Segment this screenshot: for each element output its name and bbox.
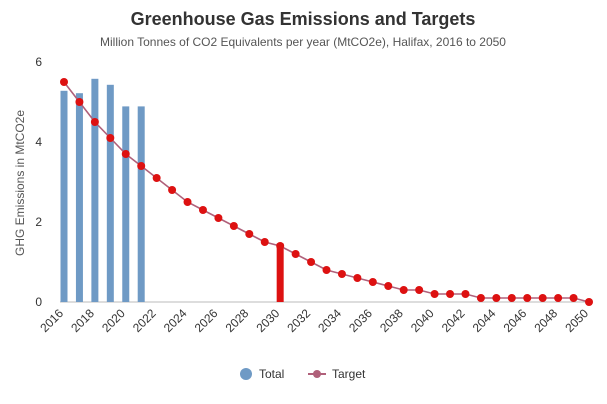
y-tick-label: 4 <box>35 135 42 149</box>
legend-target-label: Target <box>332 367 366 381</box>
target-point <box>121 150 130 158</box>
y-tick-label: 2 <box>35 215 42 229</box>
target-point <box>523 294 532 302</box>
target-point <box>353 274 362 282</box>
target-point <box>461 290 470 298</box>
target-point <box>554 294 563 302</box>
target-point <box>399 286 408 294</box>
x-tick-label: 2038 <box>377 306 406 335</box>
target-point <box>585 298 593 306</box>
x-tick-label: 2030 <box>254 306 283 335</box>
bar-total <box>106 84 114 302</box>
target-point <box>183 198 192 206</box>
bar-target-2030 <box>276 243 284 302</box>
target-point <box>60 78 68 86</box>
target-point <box>446 290 455 298</box>
target-point <box>276 242 285 250</box>
target-point <box>430 290 439 298</box>
chart-title: Greenhouse Gas Emissions and Targets <box>131 9 476 29</box>
target-point <box>152 174 161 182</box>
bar-total <box>60 90 68 302</box>
y-axis-label: GHG Emissions in MtCO2e <box>13 110 27 256</box>
legend-total-marker <box>240 368 252 380</box>
legend-target-marker <box>313 370 321 378</box>
target-point <box>90 118 99 126</box>
x-tick-label: 2036 <box>346 306 375 335</box>
target-point <box>106 134 115 142</box>
target-point <box>168 186 177 194</box>
plot-area: 0 2 4 6 2016 2018 2020 2022 2024 2026 2028 2030 2032… <box>35 55 593 335</box>
target-point <box>245 230 254 238</box>
x-tick-label: 2040 <box>408 306 437 335</box>
target-point <box>415 286 424 294</box>
x-tick-label: 2026 <box>192 306 221 335</box>
x-tick-label: 2020 <box>99 306 128 335</box>
x-tick-label: 2022 <box>130 306 159 335</box>
x-tick-label: 2050 <box>562 306 591 335</box>
target-point <box>137 162 146 170</box>
target-point <box>507 294 516 302</box>
target-point <box>260 238 269 246</box>
y-tick-label: 6 <box>35 55 42 69</box>
x-tick-label: 2024 <box>161 306 190 335</box>
bar-total <box>137 106 145 303</box>
target-point <box>322 266 331 274</box>
target-point <box>214 214 223 222</box>
x-tick-label: 2016 <box>37 306 66 335</box>
target-point <box>337 270 346 278</box>
legend: Total Target <box>240 367 366 381</box>
bar-total <box>91 78 99 302</box>
bar-total <box>75 93 83 302</box>
x-tick-label: 2048 <box>531 306 560 335</box>
target-point <box>492 294 501 302</box>
legend-total-label: Total <box>259 367 284 381</box>
target-point <box>75 98 84 106</box>
x-tick-label: 2028 <box>223 306 252 335</box>
target-point <box>307 258 316 266</box>
chart-subtitle: Million Tonnes of CO2 Equivalents per ye… <box>100 35 506 49</box>
bar-total <box>122 106 130 303</box>
target-point <box>384 282 393 290</box>
target-point <box>569 294 578 302</box>
x-tick-label: 2032 <box>284 306 313 335</box>
target-point <box>229 222 238 230</box>
x-tick-label: 2044 <box>470 306 499 335</box>
target-point <box>291 250 300 258</box>
y-tick-label: 0 <box>35 295 42 309</box>
target-point <box>368 278 377 286</box>
x-tick-label: 2046 <box>501 306 530 335</box>
x-tick-label: 2018 <box>68 306 97 335</box>
target-point <box>538 294 547 302</box>
x-tick-label: 2042 <box>439 306 468 335</box>
x-tick-label: 2034 <box>315 306 344 335</box>
target-point <box>198 206 207 214</box>
target-point <box>476 294 485 302</box>
